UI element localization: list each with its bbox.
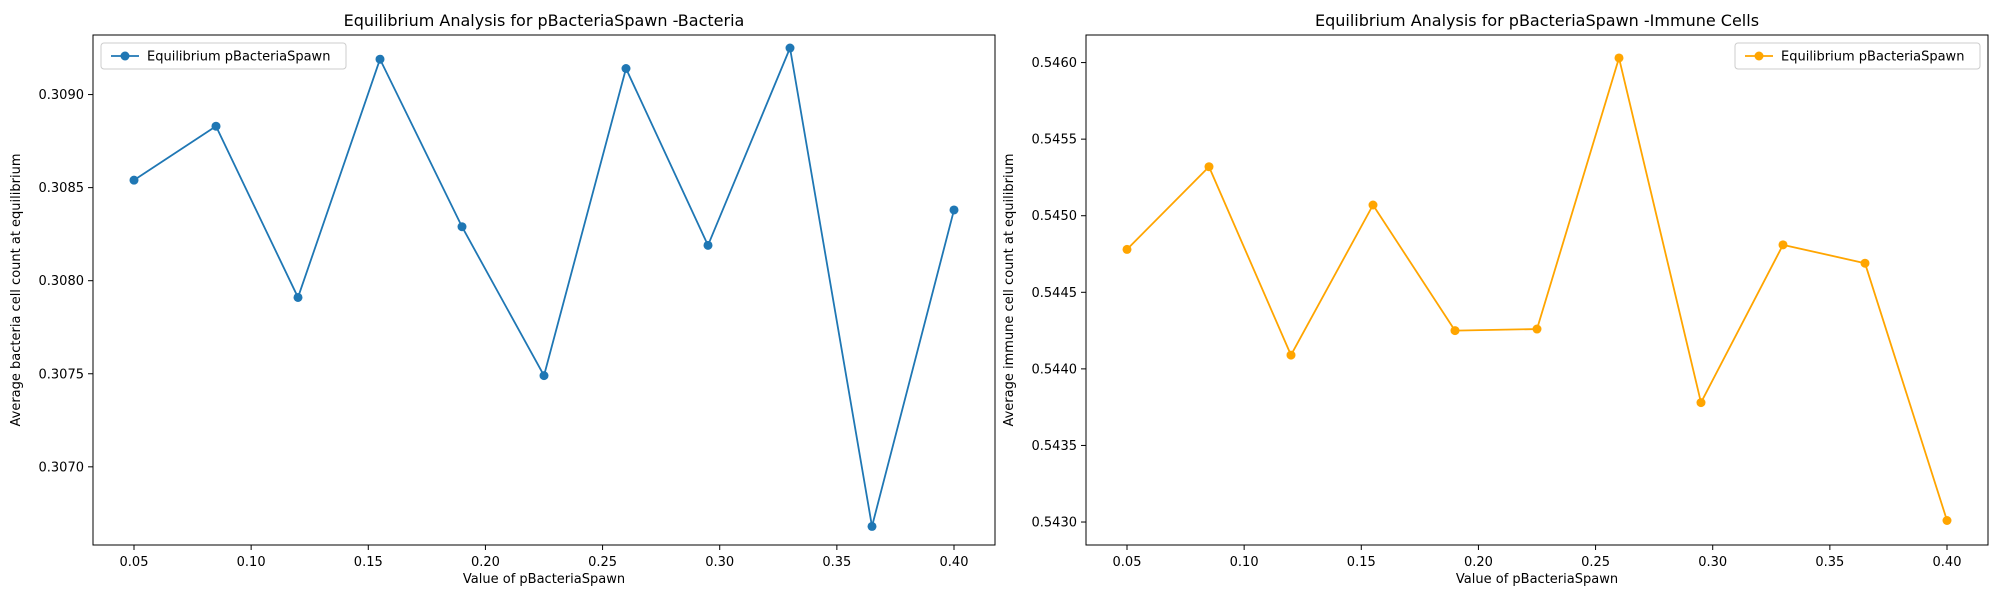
legend-box: [1734, 42, 1981, 70]
data-point: [539, 371, 549, 381]
data-point: [1696, 398, 1706, 408]
data-point: [1614, 53, 1624, 63]
data-point: [1204, 162, 1214, 172]
y-tick-label: 0.5455: [1032, 133, 1078, 148]
y-tick-label: 0.3085: [39, 181, 85, 196]
y-tick-label: 0.3075: [39, 367, 85, 382]
data-point: [211, 121, 221, 131]
legend-label: Equilibrium pBacteriaSpawn: [1781, 50, 1964, 65]
axes-frame: [92, 34, 996, 546]
legend-label: Equilibrium pBacteriaSpawn: [147, 50, 330, 65]
x-axis-label: Value of pBacteriaSpawn: [463, 572, 625, 587]
data-point: [1778, 240, 1788, 250]
data-point: [703, 240, 713, 250]
x-tick-label: 0.25: [588, 555, 617, 570]
data-point: [293, 292, 303, 302]
data-point: [785, 43, 795, 53]
legend: Equilibrium pBacteriaSpawn: [100, 42, 347, 70]
x-tick-label: 0.40: [940, 555, 969, 570]
y-tick-label: 0.5440: [1032, 362, 1078, 377]
legend-marker: [1754, 51, 1764, 61]
data-point: [1368, 200, 1378, 210]
legend: Equilibrium pBacteriaSpawn: [1734, 42, 1981, 70]
x-tick-label: 0.30: [705, 555, 734, 570]
chart-title: Equilibrium Analysis for pBacteriaSpawn …: [344, 11, 745, 30]
x-tick-label: 0.35: [822, 555, 851, 570]
y-tick-label: 0.5450: [1032, 209, 1078, 224]
x-tick-label: 0.15: [1347, 555, 1376, 570]
x-tick-label: 0.10: [237, 555, 266, 570]
y-axis-label: Average bacteria cell count at equilibri…: [9, 154, 24, 427]
x-tick-label: 0.35: [1815, 555, 1844, 570]
chart-1: Equilibrium Analysis for pBacteriaSpawn …: [9, 11, 996, 587]
chart-title: Equilibrium Analysis for pBacteriaSpawn …: [1315, 11, 1759, 30]
y-tick-label: 0.5430: [1032, 516, 1078, 531]
legend-box: [100, 42, 347, 70]
x-tick-label: 0.30: [1698, 555, 1727, 570]
data-point: [621, 64, 631, 73]
x-tick-label: 0.10: [1230, 555, 1259, 570]
x-tick-label: 0.20: [1464, 555, 1493, 570]
data-point: [1450, 326, 1460, 336]
y-tick-label: 0.3090: [39, 88, 85, 103]
data-point: [1942, 516, 1952, 525]
x-tick-label: 0.15: [354, 555, 383, 570]
x-tick-label: 0.40: [1933, 555, 1962, 570]
y-tick-label: 0.5435: [1032, 439, 1078, 454]
x-axis-label: Value of pBacteriaSpawn: [1456, 572, 1618, 587]
series-line: [1126, 57, 1948, 521]
x-tick-label: 0.20: [471, 555, 500, 570]
axes-frame: [1085, 34, 1989, 546]
y-axis-label: Average immune cell count at equilibrium: [1002, 153, 1017, 426]
y-tick-label: 0.5460: [1032, 56, 1078, 71]
data-point: [867, 521, 877, 531]
series-line: [133, 47, 955, 528]
data-point: [1532, 324, 1542, 334]
data-point: [1122, 244, 1132, 254]
data-point: [1860, 258, 1870, 268]
data-point: [375, 54, 385, 64]
y-tick-label: 0.5445: [1032, 286, 1078, 301]
data-point: [129, 175, 139, 185]
legend-marker: [120, 51, 130, 61]
data-point: [1286, 350, 1296, 360]
data-point: [457, 222, 467, 232]
data-point: [949, 205, 959, 215]
x-tick-label: 0.25: [1581, 555, 1610, 570]
x-tick-label: 0.05: [1113, 555, 1142, 570]
chart-2: Equilibrium Analysis for pBacteriaSpawn …: [1002, 11, 1989, 587]
x-tick-label: 0.05: [120, 555, 149, 570]
y-tick-label: 0.3070: [39, 460, 85, 475]
y-tick-label: 0.3080: [39, 274, 85, 289]
